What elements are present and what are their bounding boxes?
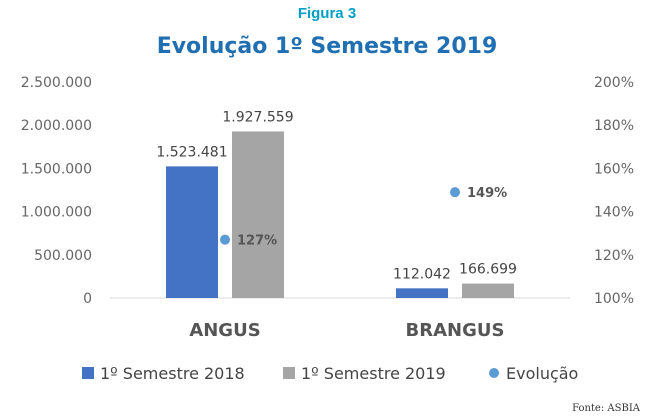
right-axis-tick-label: 160% [594, 161, 634, 177]
evolution-point-angus [220, 234, 230, 245]
legend-swatch-evolution [489, 368, 499, 378]
source-note: Fonte: ASBIA [572, 403, 641, 414]
bar-angus-2019 [232, 131, 284, 298]
category-labels-group: ANGUS BRANGUS [189, 320, 504, 341]
bars-group: 1.523.481 1.927.559 112.042 166.699 [156, 109, 517, 298]
axes-group: 0 500.000 1.000.000 1.500.000 2.000.000 2.500… [21, 75, 634, 307]
left-axis-tick-label: 2.000.000 [21, 118, 92, 134]
left-axis-tick-label: 0 [83, 291, 92, 307]
chart-title: Evolução 1º Semestre 2019 [157, 34, 498, 59]
bar-brangus-2019 [462, 283, 514, 298]
legend-label: 1º Semestre 2019 [301, 364, 446, 383]
bar-angus-2018 [166, 166, 218, 298]
bar-brangus-2018 [396, 288, 448, 298]
left-axis-tick-label: 2.500.000 [21, 75, 92, 91]
right-axis-tick-label: 140% [594, 205, 634, 221]
evolution-value-label: 127% [237, 234, 277, 249]
category-label-angus: ANGUS [189, 320, 260, 341]
bar-value-label: 1.523.481 [156, 144, 227, 160]
left-axis-tick-label: 1.500.000 [21, 161, 92, 177]
evolution-point-brangus [450, 187, 460, 198]
legend-swatch-2019 [283, 367, 295, 379]
right-axis-tick-label: 100% [594, 291, 634, 307]
left-axis-tick-label: 1.000.000 [21, 205, 92, 221]
right-axis-tick-label: 180% [594, 118, 634, 134]
evolution-points-group: 127% 149% [220, 186, 507, 249]
left-axis-tick-label: 500.000 [34, 248, 92, 264]
legend-swatch-2018 [82, 367, 94, 379]
legend-label: Evolução [506, 364, 578, 383]
bar-value-label: 1.927.559 [222, 109, 293, 125]
legend: 1º Semestre 2018 1º Semestre 2019 Evolução [82, 364, 578, 383]
bar-value-label: 112.042 [393, 266, 451, 282]
bar-value-label: 166.699 [459, 262, 517, 278]
right-axis-tick-label: 120% [594, 248, 634, 264]
legend-label: 1º Semestre 2018 [100, 364, 245, 383]
category-label-brangus: BRANGUS [406, 320, 505, 341]
evolution-value-label: 149% [467, 186, 507, 201]
figure-label: Figura 3 [298, 5, 356, 22]
right-axis-tick-label: 200% [594, 75, 634, 91]
